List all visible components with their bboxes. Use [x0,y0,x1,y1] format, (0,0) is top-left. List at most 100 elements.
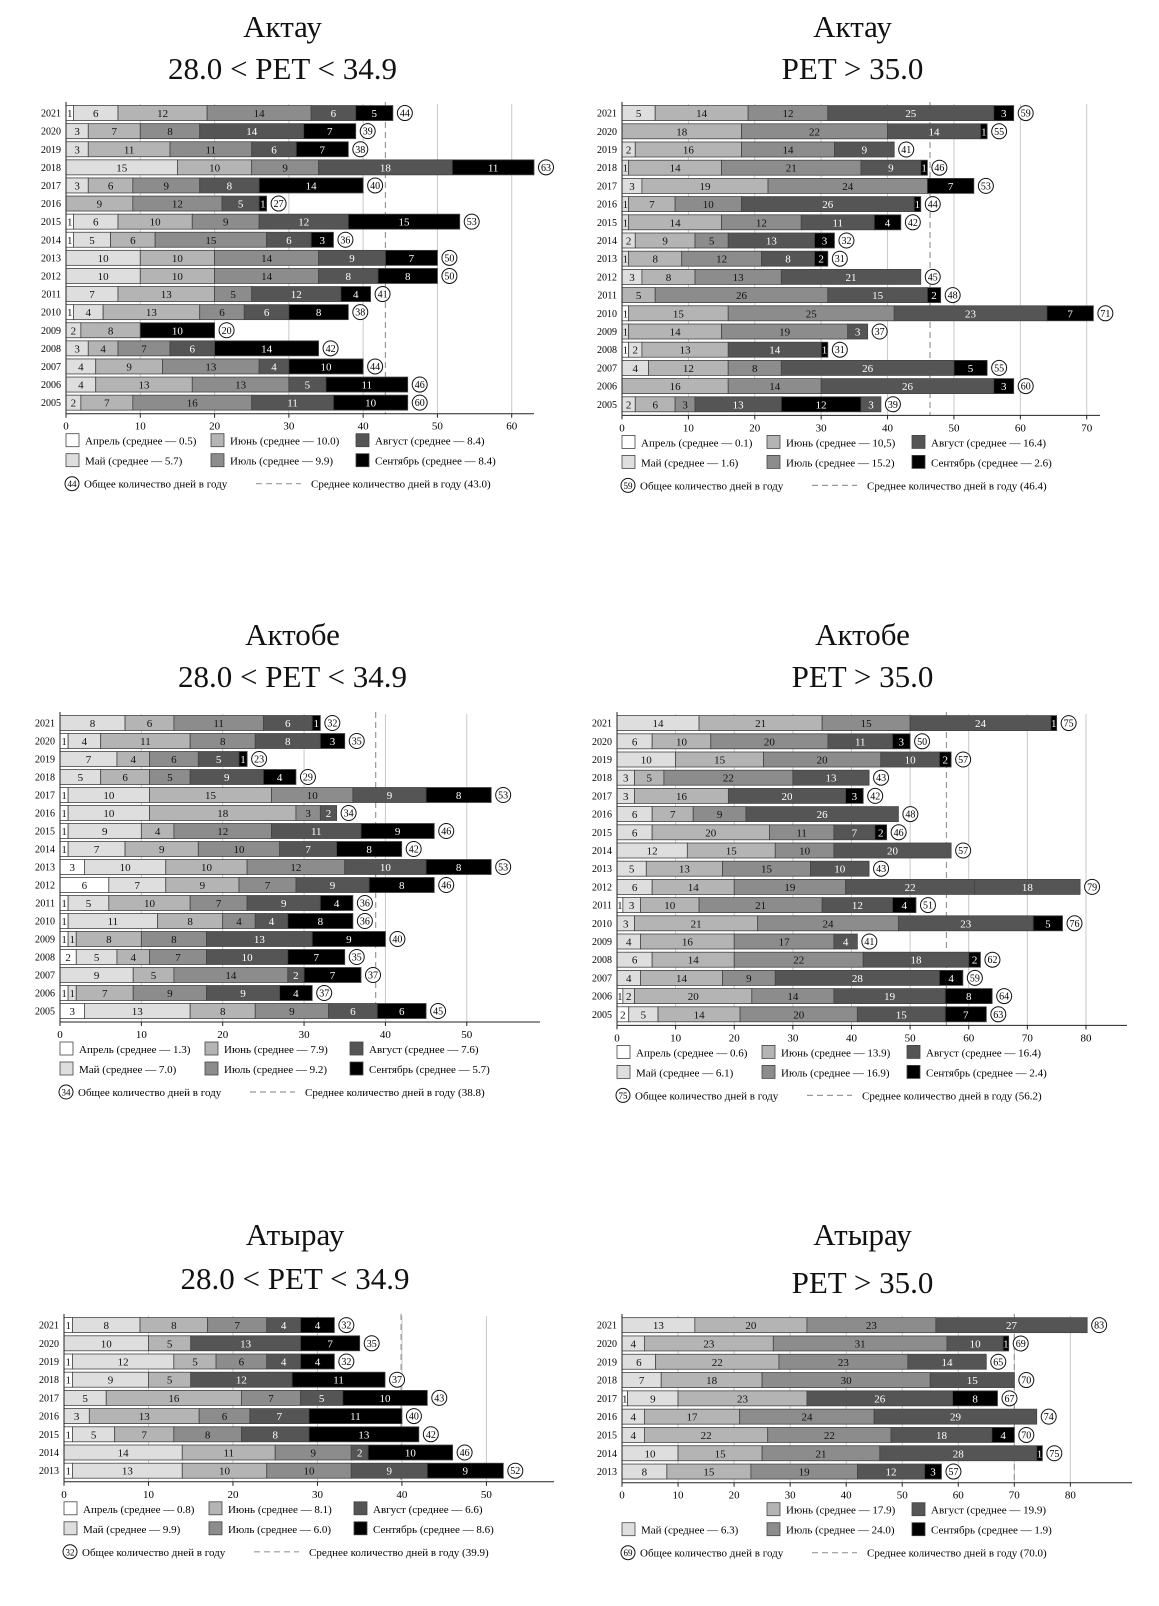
segment-label: 3 [822,236,828,248]
segment-label: 10 [970,1338,982,1350]
total-label: 37 [368,971,378,982]
x-tick-label: 60 [963,1032,975,1044]
total-label: 63 [993,1010,1003,1021]
total-label: 59 [1021,109,1031,120]
year-label: 2014 [41,235,61,246]
total-marker [831,341,848,358]
bar-segment-september [300,1317,335,1333]
bar-segment-august [847,323,869,340]
total-marker [931,159,948,176]
segment-label: 5 [167,772,173,784]
segment-label: 7 [141,343,147,355]
legend-swatch-april [59,1041,74,1056]
legend-total-sample: 59 [624,481,634,491]
legend-swatch-august [911,1502,926,1517]
total-marker [873,769,890,786]
chart-subtitle: 28.0 < PET < 34.9 [180,1261,410,1296]
bar-segment-september [425,859,492,875]
bar-segment-september [336,841,403,857]
segment-label: 18 [910,955,922,967]
x-tick-label: 10 [136,1029,148,1041]
segment-label: 23 [737,1393,749,1405]
segment-label: 8 [220,736,226,748]
bar-segment-september [308,1408,403,1424]
total-marker [1017,378,1034,395]
segment-label: 8 [366,844,372,856]
total-marker [365,967,382,983]
segment-label: 11 [311,826,322,838]
total-marker [1012,1335,1029,1352]
segment-label: 1 [1003,1338,1009,1350]
segment-label: 10 [209,162,221,174]
total-label: 20 [222,326,232,337]
segment-label: 12 [886,1467,897,1479]
segment-label: 13 [139,1411,151,1423]
segment-label: 1 [1051,718,1057,730]
segment-label: 9 [282,162,288,174]
legend-label: Сентябрь (среднее — 8.4) [375,456,496,468]
bar-segment-september [258,177,364,194]
segment-label: 10 [242,952,254,964]
total-marker [990,1006,1007,1023]
segment-label: 2 [626,399,632,411]
segment-label: 14 [782,145,794,157]
total-marker [977,177,994,194]
segment-label: 10 [103,790,115,802]
total-marker [456,1444,473,1461]
legend-swatch-june [766,1502,781,1517]
total-label: 46 [934,163,944,174]
total-marker [861,933,878,950]
segment-label: 10 [304,1466,316,1478]
legend-label: Апрель (среднее — 0.5) [85,436,197,448]
chart-title: Актобе [245,617,340,652]
segment-label: 2 [943,755,949,767]
legend-swatch-september [349,1061,364,1076]
segment-label: 5 [94,952,100,964]
year-label: 2015 [597,218,617,229]
segment-label: 26 [736,290,748,302]
legend-label: Август (среднее — 19.9) [931,1505,1046,1517]
total-label: 44 [928,200,938,211]
total-marker [1066,915,1083,932]
segment-label: 13 [132,1006,144,1018]
segment-label: 9 [223,217,229,229]
segment-label: 6 [130,235,136,247]
bar-segment-september [874,824,888,841]
bar-segment-september [376,1003,427,1019]
segment-label: 9 [746,973,752,985]
year-label: 2013 [35,863,55,874]
segment-label: 10 [703,199,715,211]
segment-label: 8 [90,718,96,730]
year-label: 2009 [597,327,617,338]
segment-label: 12 [157,108,168,120]
bar-segment-september [814,232,835,249]
year-label: 2013 [597,1467,617,1478]
total-marker [1097,305,1114,322]
total-label: 50 [444,253,454,264]
year-label: 2015 [41,217,61,228]
total-label: 53 [981,181,991,192]
legend-swatch-august [911,434,926,449]
bar-segment-september [993,105,1015,121]
total-marker [838,232,855,249]
segment-label: 23 [960,918,972,930]
bar-segment-september [451,159,535,176]
segment-label: 12 [782,108,793,120]
total-marker [914,733,931,750]
legend-label: Август (среднее — 7.6) [369,1044,479,1056]
total-marker [904,214,921,231]
legend-swatch-september [906,1064,921,1079]
total-label: 63 [541,163,551,174]
x-tick-label: 50 [461,1029,473,1041]
legend-mean-label: Среднее количество дней в году (56.2) [862,1090,1042,1102]
segment-label: 21 [691,918,702,930]
legend-swatch-july [204,1061,219,1076]
segment-label: 13 [680,345,692,357]
year-label: 2008 [41,344,61,355]
segment-label: 21 [786,163,797,175]
total-label: 32 [327,719,337,730]
segment-label: 9 [888,163,894,175]
bar-segment-september [360,823,435,839]
segment-label: 7 [89,289,95,301]
bar-segment-august [935,1317,1088,1334]
